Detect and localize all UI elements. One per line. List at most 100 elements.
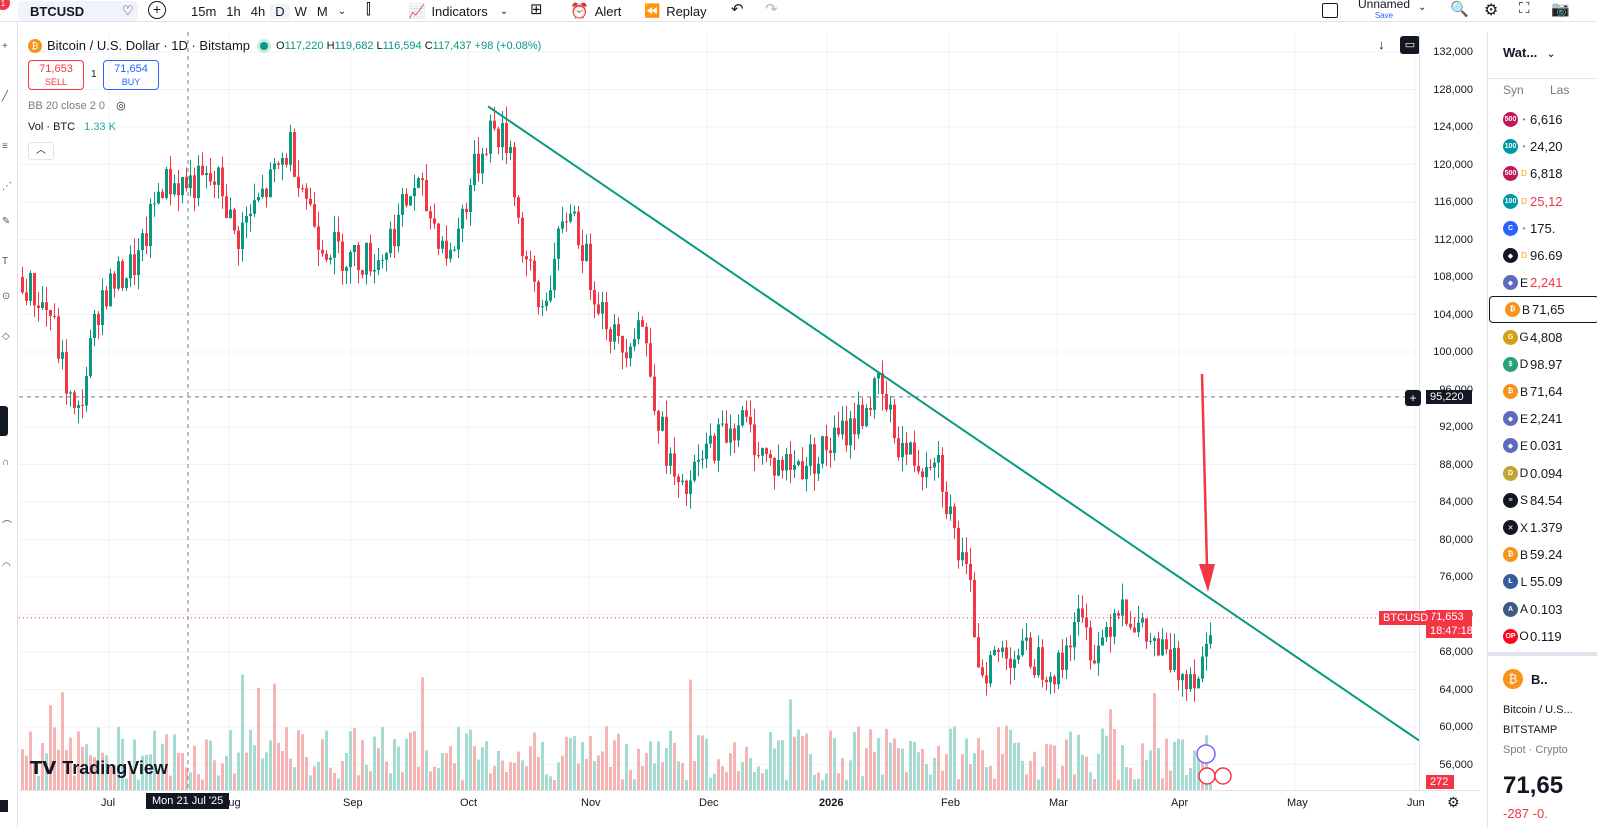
volume-bar	[721, 766, 724, 790]
watchlist-row[interactable]: ₿ B 71,65	[1489, 296, 1597, 324]
watchlist-row[interactable]: ◆ D 96.69	[1488, 242, 1597, 269]
replay-button[interactable]: ⏪ Replay	[644, 0, 707, 22]
zoom-tool-icon[interactable]: ◇	[2, 331, 10, 342]
candle-body	[1201, 656, 1204, 679]
watchlist-row-mark: E	[1519, 438, 1528, 453]
timeframe-1h[interactable]: 1h	[226, 3, 241, 19]
symbol-search-button[interactable]: BTCUSD ♡	[18, 1, 138, 21]
timeframe-15m[interactable]: 15m	[191, 3, 217, 19]
volume-bar	[1193, 750, 1196, 790]
timeframe-dropdown-icon[interactable]: ⌄	[337, 5, 347, 17]
candle-body	[169, 168, 172, 195]
pattern-tool-icon[interactable]: ⋰	[2, 181, 12, 192]
volume-bar	[73, 775, 76, 790]
event-flag-us-icon	[1198, 767, 1216, 785]
watchlist-row[interactable]: Ł L 55.09	[1488, 568, 1597, 595]
watchlist-row[interactable]: C • 175.	[1488, 215, 1597, 242]
eye-tool-icon[interactable]: ◠	[2, 561, 11, 572]
watchlist-row[interactable]: D D 0.094	[1488, 460, 1597, 487]
timeframe-w[interactable]: W	[294, 3, 307, 19]
collapse-legend-chevron-icon[interactable]: ︿	[28, 142, 54, 160]
alert-button[interactable]: ⏰ Alert	[570, 0, 621, 22]
watchlist-row[interactable]: 500 D 6,818	[1488, 160, 1597, 187]
layout-name-button[interactable]: Unnamed Save	[1354, 0, 1414, 21]
watchlist-row[interactable]: ◆ E 2,241	[1488, 269, 1597, 296]
volume-bar	[713, 773, 716, 790]
fullscreen-icon[interactable]: ⛶	[1519, 0, 1530, 17]
undo-icon[interactable]: ↶	[731, 1, 744, 18]
watchlist-row[interactable]: ◆ E 2,241	[1488, 405, 1597, 432]
price-axis[interactable]: 132,000 128,000 124,000 120,000 116,000 112,0…	[1419, 32, 1479, 790]
candle-body	[405, 193, 408, 206]
candle-body	[277, 163, 280, 165]
watchlist-row[interactable]: 100 • 24,20	[1488, 133, 1597, 160]
fib-tool-icon[interactable]: ≡	[2, 141, 8, 152]
watchlist-row[interactable]: 100 D 25,12	[1488, 188, 1597, 215]
watchlist-title: Wat...	[1503, 45, 1538, 60]
timeframe-d[interactable]: D	[270, 3, 290, 19]
timeframe-4h[interactable]: 4h	[250, 3, 266, 19]
chart-type-icon[interactable]: ⫿	[366, 1, 371, 18]
watchlist-row[interactable]: $ D 98.97	[1488, 351, 1597, 378]
volume-bar	[289, 758, 292, 790]
watchlist-row[interactable]: ₿ B 59.24	[1488, 541, 1597, 568]
scroll-down-icon[interactable]: ↓	[1378, 37, 1385, 52]
brush-tool-icon[interactable]: ✎	[2, 216, 11, 227]
volume-bar	[453, 763, 456, 790]
auto-scale-icon[interactable]: ▭	[1400, 36, 1420, 54]
measure-tool-icon[interactable]: ⊙	[2, 291, 11, 302]
trash-tool-icon[interactable]	[0, 800, 8, 812]
volume-bar	[741, 761, 744, 790]
crosshair-date-label: Mon 21 Jul '25	[146, 793, 230, 809]
volume-study-label[interactable]: Vol · BTC 1.33 K	[28, 121, 116, 133]
indicators-button[interactable]: 📈 Indicators ⌄	[408, 0, 508, 22]
crosshair-tool-icon[interactable]: +	[2, 41, 8, 52]
volume-bar	[517, 751, 520, 790]
buy-button[interactable]: 71,654 BUY	[103, 60, 159, 90]
watchlist-title-button[interactable]: Wat... ⌄	[1503, 45, 1555, 60]
quick-search-icon[interactable]: 🔍	[1450, 1, 1469, 18]
active-tool-indicator[interactable]	[0, 406, 8, 436]
watchlist-row[interactable]: ✕ X 1.379	[1488, 514, 1597, 541]
snapshot-camera-icon[interactable]: 📷	[1551, 1, 1570, 18]
watchlist-symbol-icon: 100	[1503, 139, 1518, 155]
candle-body	[693, 461, 696, 481]
price-chart[interactable]	[19, 32, 1419, 790]
add-symbol-icon[interactable]: +	[148, 1, 166, 19]
watchlist-row[interactable]: ₿ B 71,64	[1488, 378, 1597, 405]
candle-body	[585, 243, 588, 262]
notification-badge[interactable]: 1	[0, 0, 10, 10]
settings-gear-icon[interactable]: ⚙	[1484, 2, 1499, 19]
watchlist-row[interactable]: A A 0.103	[1488, 596, 1597, 623]
watchlist-row[interactable]: ≡ S 84.54	[1488, 487, 1597, 514]
sell-button[interactable]: 71,653 SELL	[28, 60, 84, 90]
watchlist-row[interactable]: OP O 0.119	[1488, 623, 1597, 650]
layout-chevron-down-icon[interactable]: ⌄	[1418, 2, 1427, 13]
magnet-tool-icon[interactable]: ∩	[2, 457, 10, 468]
volume-bar	[941, 770, 944, 790]
layout-square-icon[interactable]	[1322, 3, 1338, 18]
timeframe-m[interactable]: M	[316, 3, 328, 19]
hidden-eye-icon[interactable]: ◎	[116, 100, 126, 112]
trendline-tool-icon[interactable]: ╱	[2, 91, 9, 102]
watchlist-row[interactable]: 500 • 6,616	[1488, 106, 1597, 133]
text-tool-icon[interactable]: T	[2, 256, 9, 267]
bb-study-label[interactable]: BB 20 close 2 0 ◎	[28, 99, 126, 112]
volume-bar	[261, 758, 264, 790]
redo-icon[interactable]: ↷	[765, 1, 778, 18]
time-axis[interactable]: Mon 21 Jul '25 ⚙ Jul Aug Sep Oct Nov Dec 2026 F…	[19, 790, 1479, 814]
watchlist-row[interactable]: ◆ E 0.031	[1488, 432, 1597, 459]
tradingview-logo[interactable]: 𝗧𝗩 TradingView	[30, 758, 168, 779]
column-last[interactable]: Las	[1550, 83, 1570, 97]
watchlist-row-value: 0.094	[1530, 465, 1563, 481]
favorite-heart-icon[interactable]: ♡	[122, 3, 134, 18]
candle-body	[949, 506, 952, 515]
candle-body	[721, 423, 724, 425]
axis-settings-gear-icon[interactable]: ⚙	[1447, 794, 1460, 810]
candle-body	[965, 552, 968, 564]
watchlist-row[interactable]: G G 4,808	[1488, 324, 1597, 351]
column-symbol[interactable]: Syn	[1503, 83, 1524, 97]
lock-tool-icon[interactable]: ⌒	[2, 521, 12, 532]
add-alert-plus-icon[interactable]: +	[1405, 390, 1421, 406]
layouts-grid-icon[interactable]: ⊞	[530, 1, 543, 18]
